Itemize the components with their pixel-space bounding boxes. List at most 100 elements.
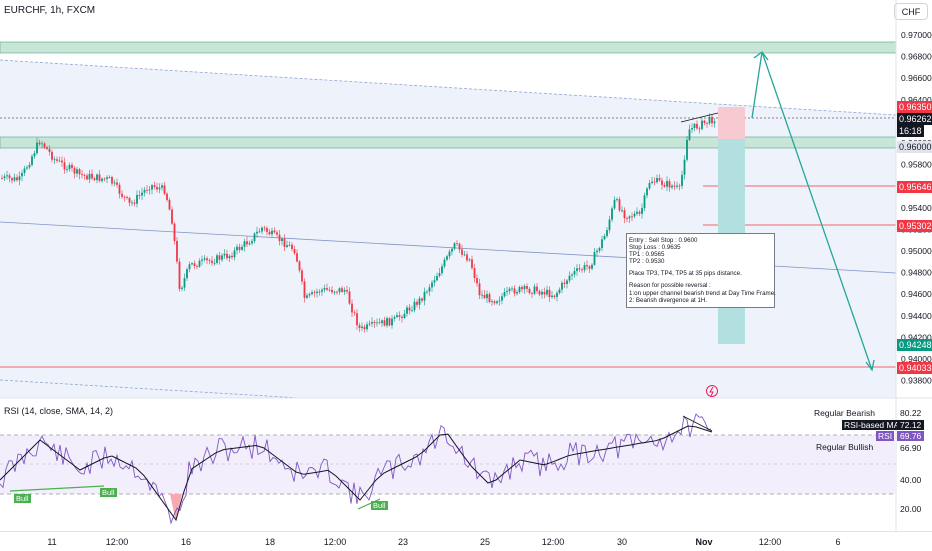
candle-body xyxy=(411,310,413,311)
candle-body xyxy=(476,278,478,284)
time-label: 18 xyxy=(264,537,276,547)
candle-body xyxy=(521,286,523,290)
candle-body xyxy=(286,245,288,247)
rsi-axis-80: 80.22 xyxy=(900,408,922,418)
rsi-indicator-title[interactable]: RSI (14, close, SMA, 14, 2) xyxy=(4,406,114,416)
candle-body xyxy=(568,275,571,281)
price-axis-label: 0.94400 xyxy=(901,311,932,321)
candle-body xyxy=(241,246,243,250)
candle-body xyxy=(96,174,98,181)
candle-body xyxy=(86,175,88,180)
candle-body xyxy=(68,164,71,170)
candle-body xyxy=(416,301,418,305)
candle-body xyxy=(573,271,576,275)
candle-body xyxy=(681,174,683,186)
candle-body xyxy=(93,178,96,181)
candle-body xyxy=(493,301,496,304)
candle-body xyxy=(73,167,76,174)
stop-loss-area xyxy=(718,107,745,139)
candle-body xyxy=(671,185,673,188)
candle-body xyxy=(453,243,456,249)
time-axis[interactable]: 11 12:00 16 18 12:00 23 25 12:00 30 Nov … xyxy=(0,531,932,551)
trade-plan-note[interactable]: Entry : Sell Stop : 0.9600 Stop Loss : 0… xyxy=(626,233,776,308)
candle-body xyxy=(233,250,236,258)
candle-body xyxy=(668,181,671,188)
candle-body xyxy=(16,177,18,181)
candle-body xyxy=(41,143,43,145)
forecast-arrow-head-top xyxy=(753,51,769,61)
candle-body xyxy=(356,313,358,326)
candle-body xyxy=(421,298,423,301)
candle-body xyxy=(333,291,336,293)
candle-body xyxy=(428,287,431,292)
candle-body xyxy=(283,238,286,247)
candle-body xyxy=(638,211,641,214)
candle-body xyxy=(673,185,676,187)
candle-body xyxy=(628,216,631,219)
candle-body xyxy=(551,295,553,298)
forecast-arrow-head-bottom xyxy=(865,359,875,372)
candle-body xyxy=(626,218,628,219)
candle-body xyxy=(691,128,693,130)
currency-button[interactable]: CHF xyxy=(894,3,928,20)
candle-body xyxy=(183,278,186,288)
candle-body xyxy=(631,216,633,218)
candle-body xyxy=(8,175,11,179)
candle-body xyxy=(171,209,173,224)
candle-body xyxy=(316,291,318,293)
candle-body xyxy=(566,280,568,285)
candle-body xyxy=(708,116,711,124)
time-label: 30 xyxy=(616,537,628,547)
candle-body xyxy=(133,202,136,204)
candle-body xyxy=(543,291,546,295)
candle-body xyxy=(546,289,548,295)
time-label: 11 xyxy=(47,537,57,547)
note-reason-2: 2: Bearish divergence at 1H. xyxy=(629,296,708,304)
rsi-axis-40: 40.00 xyxy=(900,475,922,485)
candle-body xyxy=(481,294,483,296)
candle-body xyxy=(226,253,228,259)
time-label: 12:00 xyxy=(105,537,129,547)
price-tag-95646: 0.95646 xyxy=(897,181,932,193)
candle-body xyxy=(486,294,488,299)
price-tag-96350: 0.96350 xyxy=(897,101,932,113)
candle-body xyxy=(263,227,266,229)
candle-body xyxy=(288,244,291,246)
candle-body xyxy=(466,254,468,261)
candle-body xyxy=(601,239,603,249)
candle-body xyxy=(533,286,536,294)
candle-body xyxy=(6,175,8,177)
candle-body xyxy=(611,208,613,220)
candle-body xyxy=(36,142,38,154)
candle-body xyxy=(53,159,56,161)
chart-symbol-title[interactable]: EURCHF, 1h, FXCM xyxy=(4,5,96,16)
candle-body xyxy=(58,160,61,162)
candle-body xyxy=(186,269,188,279)
candle-body xyxy=(523,286,526,290)
candle-body xyxy=(663,184,666,187)
candle-body xyxy=(468,259,471,261)
candle-body xyxy=(43,143,46,148)
price-divergence-line xyxy=(680,112,719,123)
candle-body xyxy=(363,326,366,330)
bull-tag-2: Bull xyxy=(100,488,117,497)
candle-body xyxy=(531,292,533,294)
candle-body xyxy=(541,291,543,295)
candle-body xyxy=(508,288,511,292)
candle-body xyxy=(441,266,443,274)
candle-body xyxy=(596,250,598,253)
candle-body xyxy=(348,291,351,304)
time-label: 12:00 xyxy=(323,537,347,547)
candle-body xyxy=(703,120,706,123)
price-axis: 0.970000.968000.966000.964000.962000.960… xyxy=(901,30,932,386)
note-tp2: TP2 : 0.9530 xyxy=(629,258,665,266)
candle-body xyxy=(223,253,226,256)
note-stop-loss: Stop Loss : 0.9635 xyxy=(629,244,681,252)
candle-body xyxy=(581,269,583,271)
candle-body xyxy=(501,296,503,301)
price-axis-label: 0.94000 xyxy=(901,354,932,364)
time-label: 12:00 xyxy=(758,537,782,547)
price-axis-label: 0.94600 xyxy=(901,289,932,299)
candle-body xyxy=(136,194,138,204)
